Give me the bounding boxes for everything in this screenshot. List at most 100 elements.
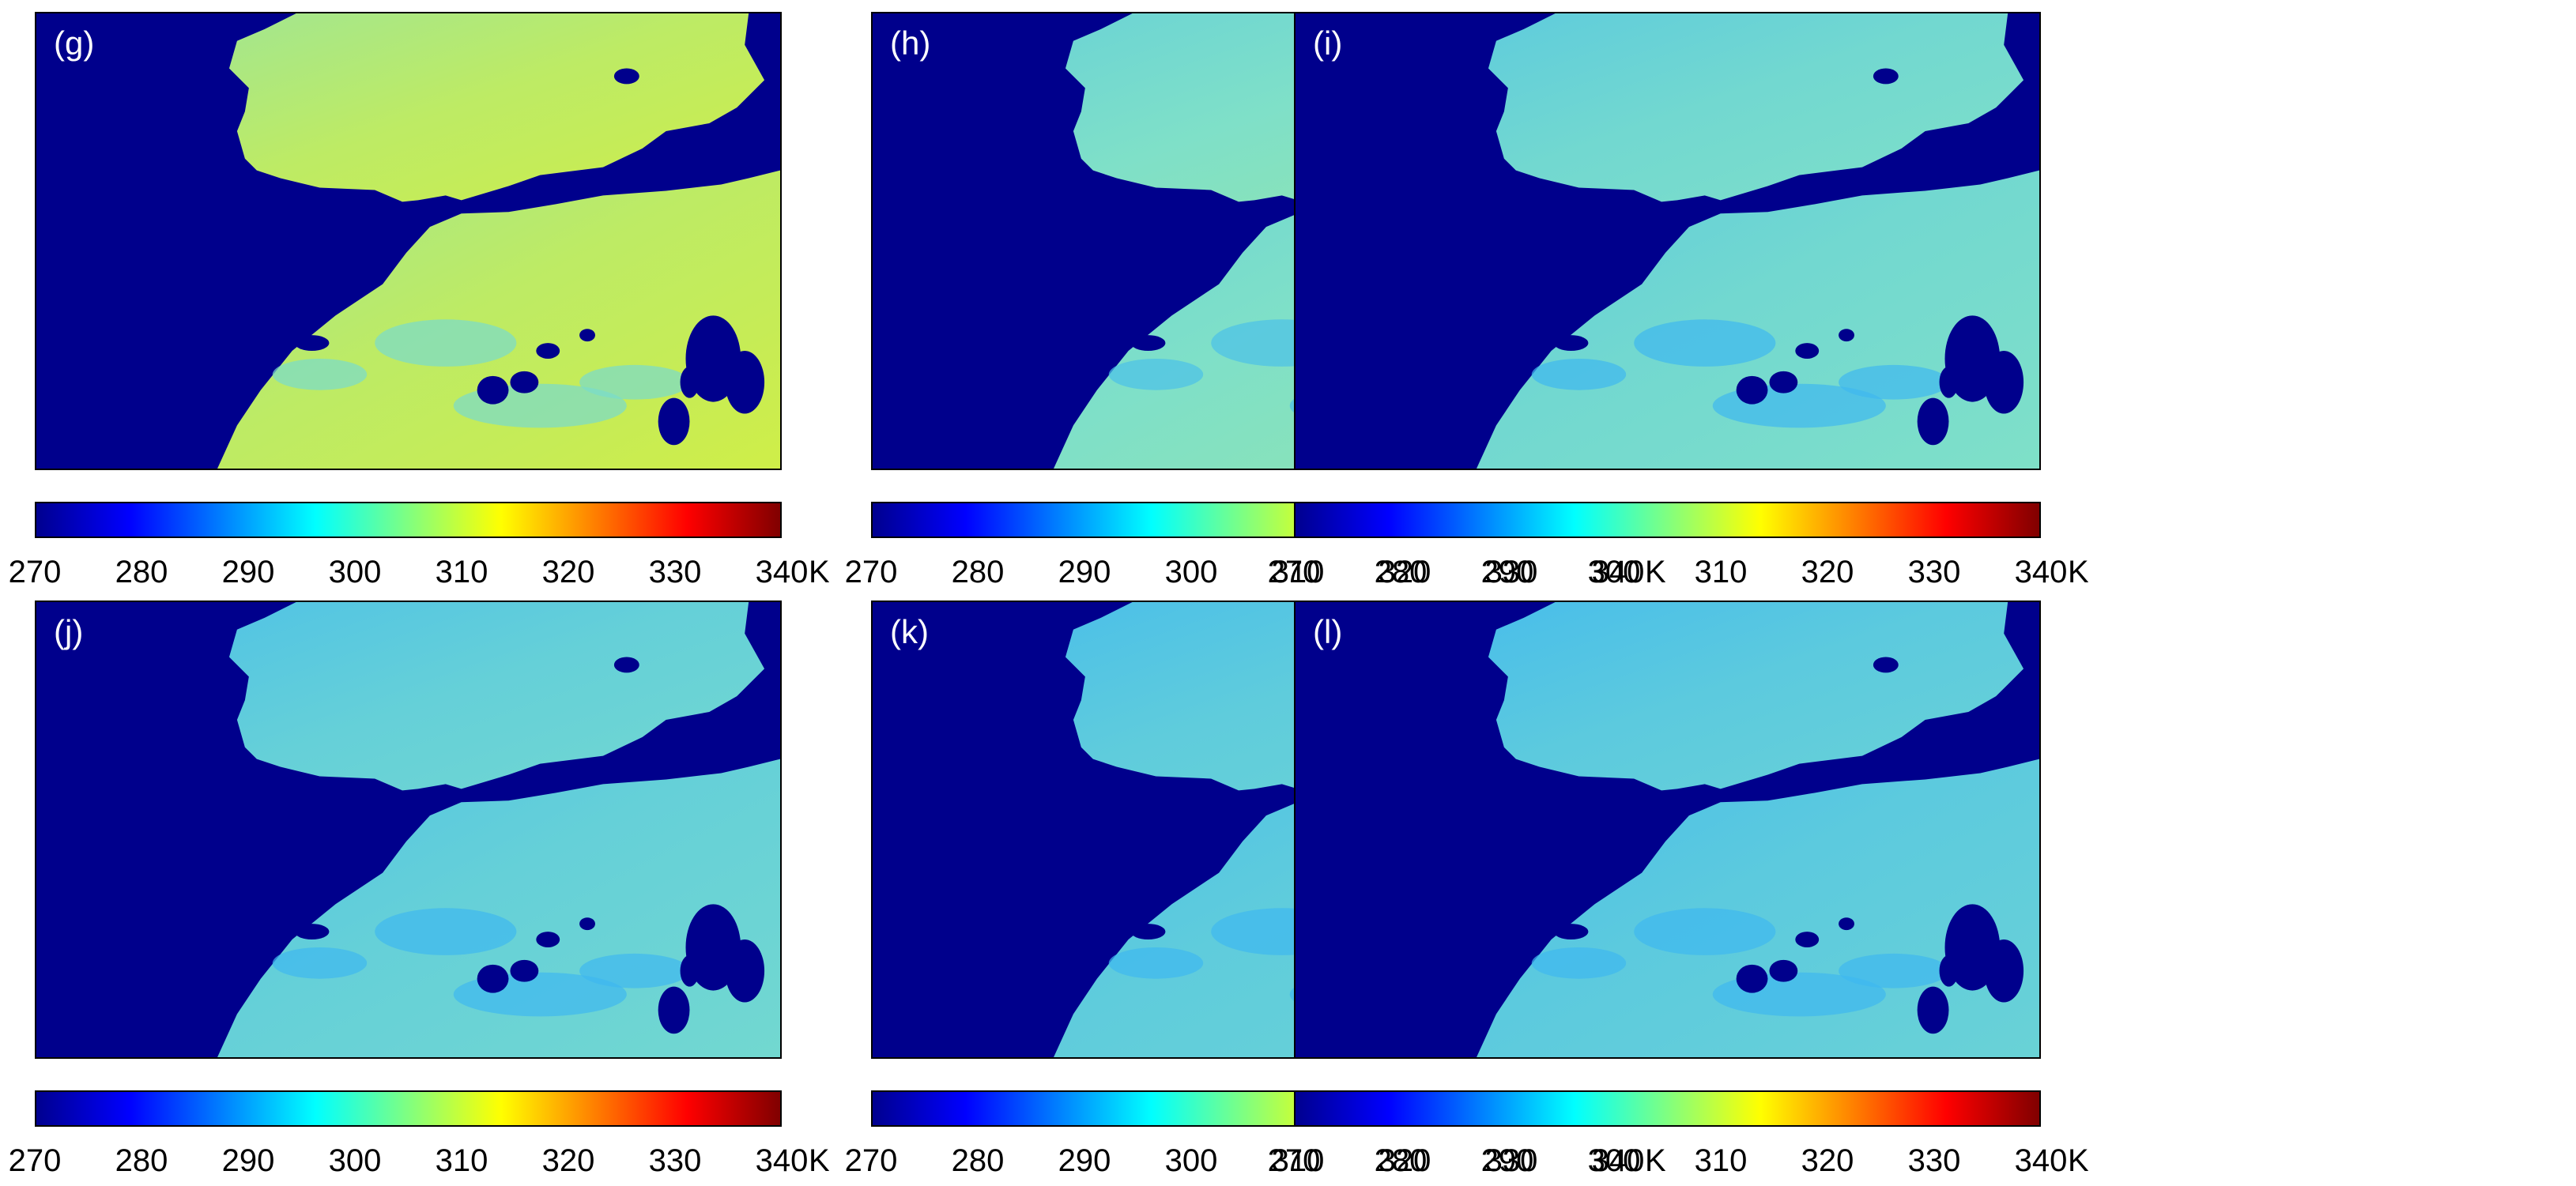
map-canvas	[1477, 602, 2039, 1057]
mountain-region	[272, 947, 368, 979]
masked-patch	[579, 917, 595, 931]
masked-patch	[477, 964, 509, 993]
colorbar-tick-label: 340	[2014, 1143, 2068, 1178]
colorbar-tick-label: 280	[115, 555, 168, 589]
masked-patch	[510, 959, 539, 982]
masked-patch	[1518, 933, 1544, 946]
lst-map	[1294, 12, 2041, 470]
mountain-region	[375, 908, 517, 955]
map-canvas	[217, 602, 780, 1057]
colorbar-tick-label: 310	[1694, 555, 1748, 589]
colorbar-tick-label: 340	[2014, 555, 2068, 589]
mountain-region	[1108, 947, 1204, 979]
colorbar-tick-label: 310	[435, 1143, 488, 1178]
masked-patch	[1917, 397, 1949, 446]
colorbar-tick-label: 280	[951, 1143, 1005, 1178]
colorbar-tick-label: 290	[221, 1143, 275, 1178]
masked-patch	[1795, 932, 1820, 947]
colorbar-tick-label: 270	[844, 1143, 898, 1178]
masked-patch	[658, 986, 690, 1034]
colorbar-tick-label: 320	[1801, 555, 1854, 589]
masked-patch	[294, 335, 330, 352]
masked-patch	[1917, 986, 1949, 1034]
masked-patch	[579, 329, 595, 342]
masked-patch	[1939, 954, 1959, 987]
iberia-landmass	[228, 602, 765, 791]
panel-label: (l)	[1313, 613, 1343, 650]
colorbar	[1294, 1090, 2041, 1127]
colorbar-tick-label: 290	[1058, 555, 1111, 589]
masked-patch	[536, 932, 560, 947]
masked-patch	[1839, 329, 1854, 342]
colorbar-tick-label: 290	[1480, 1143, 1534, 1178]
panel-label: (i)	[1313, 24, 1343, 62]
colorbar-tick-label: 310	[435, 555, 488, 589]
colorbar-tick-label: 330	[648, 1143, 702, 1178]
masked-patch	[1096, 345, 1122, 357]
colorbar-unit-label: K	[809, 1143, 830, 1178]
colorbar-tick-label: 320	[541, 555, 595, 589]
masked-patch	[1939, 366, 1959, 398]
masked-patch	[1769, 371, 1798, 393]
colorbar-tick-label: 330	[648, 555, 702, 589]
masked-patch	[1873, 68, 1899, 85]
panel-label: (h)	[890, 24, 931, 62]
masked-patch	[477, 375, 509, 405]
colorbar	[35, 1090, 782, 1127]
colorbar-tick-label: 290	[1058, 1143, 1111, 1178]
masked-patch	[1873, 657, 1899, 673]
colorbar-tick-label: 320	[1378, 1143, 1431, 1178]
lst-map	[1294, 601, 2041, 1059]
masked-patch	[725, 939, 765, 1003]
mountain-region	[1839, 953, 1949, 988]
masked-patch	[1769, 959, 1798, 982]
colorbar-unit-label: K	[1645, 555, 1666, 589]
lst-map	[35, 601, 782, 1059]
lst-map	[35, 12, 782, 470]
colorbar-tick-label: 270	[1267, 1143, 1321, 1178]
map-canvas	[1477, 13, 2039, 469]
map-panel-g: (g)	[35, 12, 782, 470]
masked-patch	[1736, 964, 1768, 993]
masked-patch	[680, 366, 700, 398]
masked-patch	[1984, 939, 2024, 1003]
masked-patch	[259, 933, 285, 946]
colorbar	[35, 502, 782, 538]
masked-patch	[613, 657, 639, 673]
colorbar-tick-label: 340	[1591, 1143, 1645, 1178]
mountain-region	[1531, 947, 1627, 979]
colorbar-tick-label: 300	[1164, 1143, 1218, 1178]
masked-patch	[536, 343, 560, 359]
mountain-region	[1634, 319, 1776, 367]
colorbar-tick-label: 320	[541, 1143, 595, 1178]
masked-patch	[1553, 924, 1589, 940]
colorbar-tick-label: 300	[1587, 1143, 1641, 1178]
masked-patch	[294, 924, 330, 940]
mountain-region	[375, 319, 517, 367]
colorbar-unit-label: K	[2068, 555, 2089, 589]
map-panel-i: (i)	[1294, 12, 2041, 470]
masked-patch	[613, 68, 639, 85]
colorbar-tick-label: 340	[755, 1143, 809, 1178]
colorbar-tick-label: 320	[1378, 555, 1431, 589]
colorbar-tick-label: 270	[8, 1143, 62, 1178]
masked-patch	[725, 351, 765, 414]
colorbar-tick-label: 270	[8, 555, 62, 589]
masked-patch	[1795, 343, 1820, 359]
colorbar-tick-label: 340	[1591, 555, 1645, 589]
panel-label: (g)	[54, 24, 95, 62]
colorbar-tick-label: 300	[1587, 555, 1641, 589]
colorbar-tick-label: 310	[1271, 555, 1325, 589]
masked-patch	[1130, 924, 1166, 940]
colorbar-tick-label: 330	[1907, 555, 1961, 589]
colorbar	[1294, 502, 2041, 538]
colorbar-tick-label: 280	[1374, 555, 1428, 589]
colorbar-tick-label: 310	[1271, 1143, 1325, 1178]
colorbar-tick-label: 300	[328, 1143, 382, 1178]
map-panel-l: (l)	[1294, 601, 2041, 1059]
colorbar-tick-label: 280	[115, 1143, 168, 1178]
colorbar-tick-label: 270	[1267, 555, 1321, 589]
colorbar-tick-label: 340	[755, 555, 809, 589]
masked-patch	[1096, 933, 1122, 946]
iberia-landmass	[228, 13, 765, 202]
